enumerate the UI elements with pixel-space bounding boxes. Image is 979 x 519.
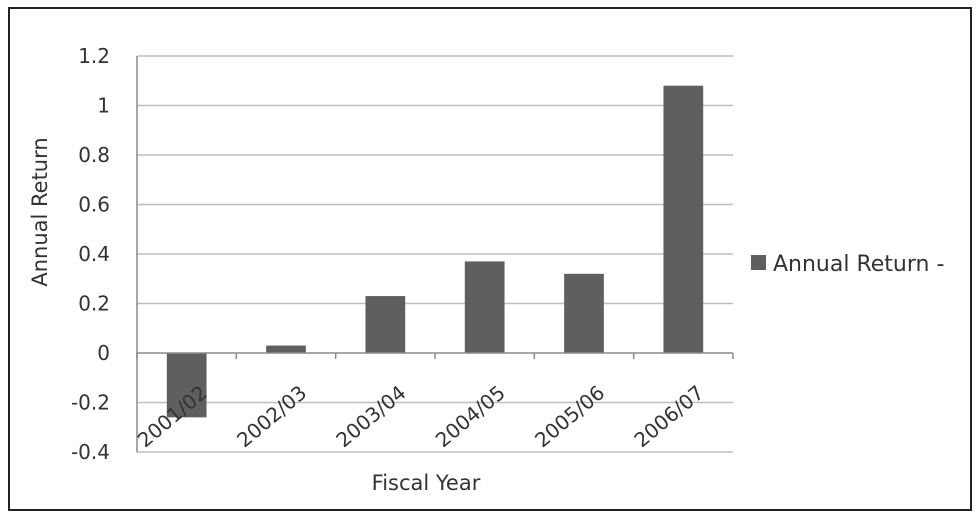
y-tick-label: 0.6 <box>78 193 110 217</box>
x-axis-title: Fiscal Year <box>372 471 481 495</box>
bar <box>266 346 306 353</box>
bar <box>663 86 703 353</box>
x-tick-label: 2002/03 <box>232 380 311 452</box>
y-tick-label: 1 <box>97 94 110 118</box>
x-tick-label: 2006/07 <box>629 380 708 452</box>
y-tick-label: 0.2 <box>78 292 110 316</box>
y-tick-label: -0.4 <box>71 440 110 464</box>
y-tick-label: -0.2 <box>71 391 110 415</box>
gridlines <box>137 56 733 452</box>
legend-label: Annual Return - <box>773 252 944 277</box>
x-tick-labels: 2001/02 2002/03 2003/04 2004/05 2005/06 2006/… <box>133 380 709 452</box>
y-tick-label: 0.4 <box>78 242 110 266</box>
legend: Annual Return - <box>751 252 944 277</box>
bar <box>465 261 505 353</box>
y-tick-label: 1.2 <box>78 44 110 68</box>
y-tick-label: 0.8 <box>78 143 110 167</box>
legend-swatch <box>751 255 766 270</box>
y-tick-label: 0 <box>97 341 110 365</box>
y-axis-title: Annual Return <box>28 137 52 286</box>
y-tick-labels: 1.2 1 0.8 0.6 0.4 0.2 0 -0.2 -0.4 <box>71 44 110 464</box>
x-tick-label: 2004/05 <box>431 380 510 452</box>
bar <box>564 274 604 353</box>
x-tick-label: 2003/04 <box>331 380 410 452</box>
x-tick-label: 2005/06 <box>530 380 609 452</box>
bar <box>365 296 405 353</box>
bars <box>167 86 703 418</box>
